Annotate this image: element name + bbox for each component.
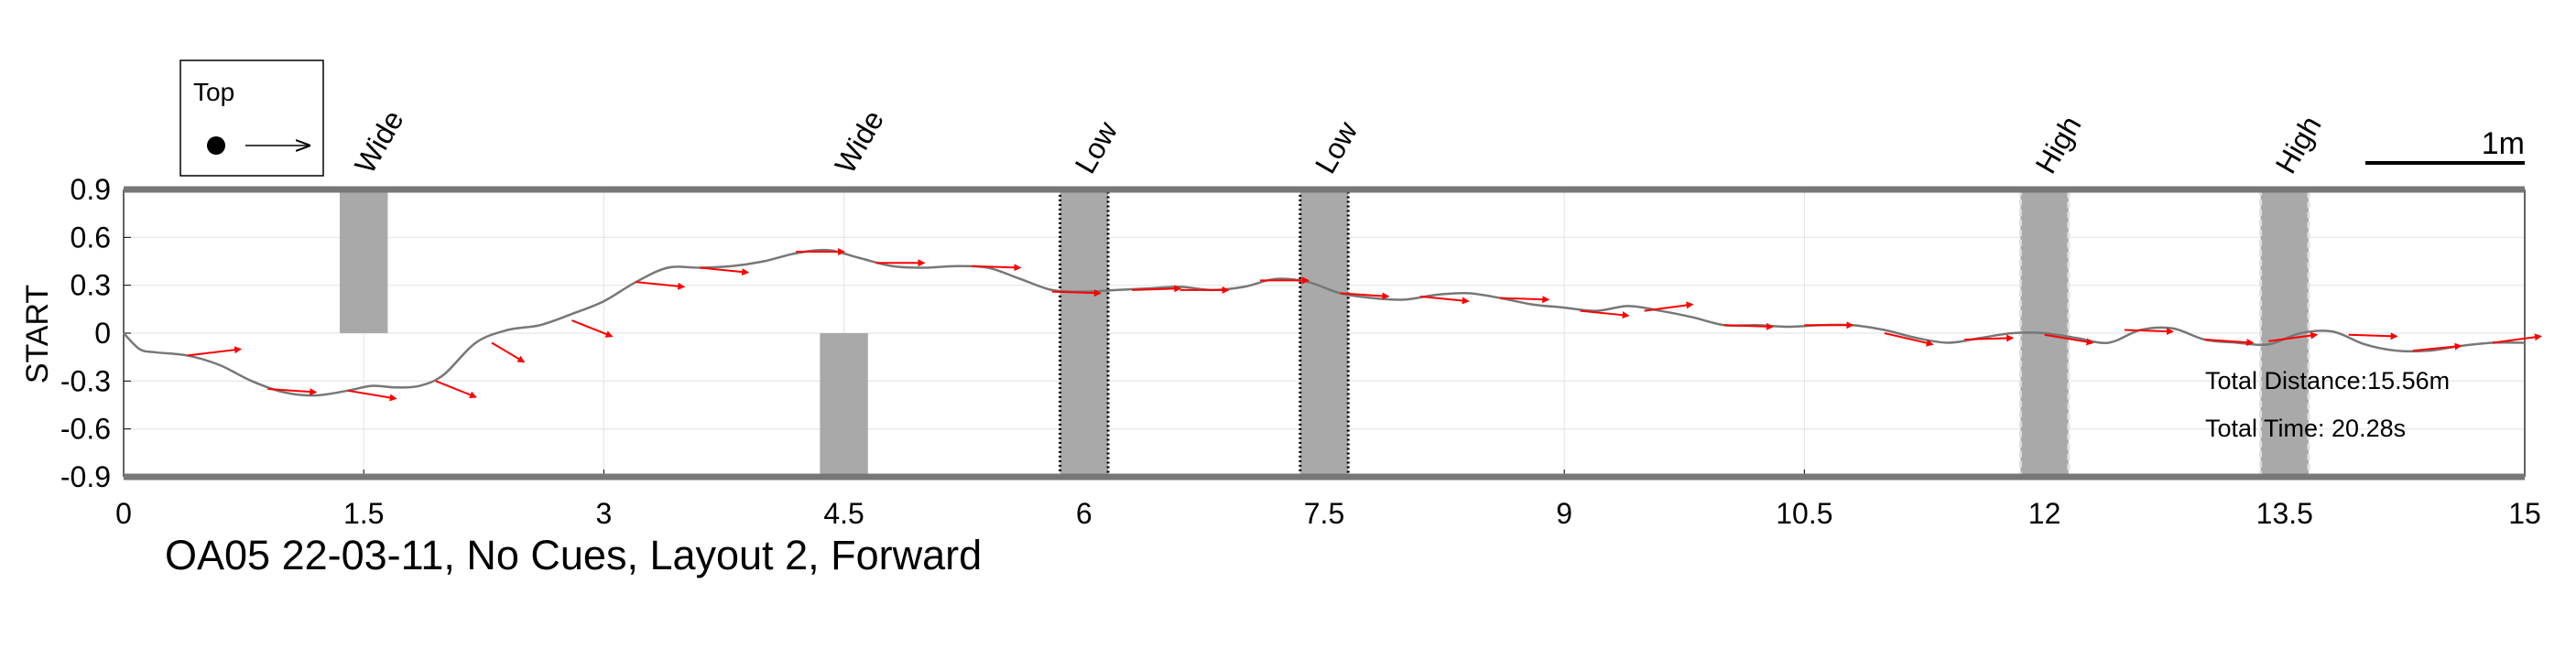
x-tick-label: 0 [115, 497, 132, 530]
corridor-borders [124, 186, 2525, 481]
y-tick-labels: 0.9 0.6 0.3 0 -0.3 -0.6 -0.9 [60, 173, 111, 493]
heading-arrow [2492, 333, 2542, 344]
total-time-annotation: Total Time: 20.28s [2205, 415, 2406, 442]
y-tick-label: -0.9 [60, 460, 111, 493]
x-tick-label: 15 [2508, 497, 2541, 530]
chart-title: OA05 22-03-11, No Cues, Layout 2, Forwar… [165, 532, 982, 578]
heading-arrow [1340, 292, 1390, 300]
x-tick-label: 12 [2028, 497, 2061, 530]
heading-arrow [435, 380, 477, 399]
heading-arrow [1419, 295, 1470, 305]
x-tick-label: 4.5 [823, 497, 864, 530]
heading-arrow-layer [187, 248, 2542, 402]
obstacle-layer [339, 188, 2310, 479]
heading-arrow [187, 346, 243, 357]
y-tick-label: -0.6 [60, 413, 111, 446]
heading-arrow [1580, 309, 1630, 319]
x-tick-label: 13.5 [2256, 497, 2313, 530]
heading-arrow [1884, 332, 1934, 347]
x-tick-labels: 0 1.5 3 4.5 6 7.5 9 10.5 12 13.5 15 [115, 497, 2541, 530]
heading-arrow [491, 341, 526, 363]
heading-arrow [2204, 338, 2255, 347]
trajectory-path [123, 248, 2526, 397]
obstacle-label: Low [1309, 115, 1364, 179]
heading-arrow [2268, 331, 2319, 342]
y-tick-label: -0.3 [60, 364, 111, 397]
obstacle-label: Wide [348, 104, 410, 178]
obstacle-label: Wide [828, 104, 890, 178]
obstacle-label: High [2028, 111, 2087, 179]
y-tick-label: 0.6 [71, 221, 111, 254]
heading-arrow [2124, 328, 2174, 336]
heading-arrow [571, 319, 614, 338]
path-layer [123, 248, 2526, 397]
obstacle-labels: Wide Wide Low Low High High [348, 104, 2328, 178]
heading-arrow [2348, 332, 2398, 340]
x-tick-label: 10.5 [1776, 497, 1832, 530]
x-tick-label: 3 [596, 497, 613, 530]
heading-arrow [1500, 296, 1550, 304]
obstacle-low [1299, 188, 1350, 479]
x-tick-label: 9 [1556, 497, 1572, 530]
heading-arrow [1644, 301, 1694, 312]
legend-position-dot [207, 136, 225, 155]
heading-arrow [1723, 322, 1774, 330]
heading-arrow [1132, 285, 1182, 293]
legend-title: Top [193, 78, 234, 106]
scale-bar: 1m [2365, 126, 2525, 165]
obstacle-label: High [2269, 111, 2328, 179]
total-distance-annotation: Total Distance:15.56m [2205, 367, 2450, 394]
heading-arrow [636, 281, 686, 290]
y-tick-label: 0.3 [71, 269, 111, 302]
heading-arrow [1964, 334, 2015, 342]
x-tick-label: 7.5 [1304, 497, 1344, 530]
x-tick-label: 6 [1076, 497, 1092, 530]
x-tick-label: 1.5 [343, 497, 384, 530]
obstacle-low [1059, 188, 1110, 479]
obstacle-label: Low [1069, 115, 1125, 179]
obstacle-wide [820, 333, 868, 477]
y-tick-label: 0 [94, 317, 111, 350]
heading-arrow [2412, 342, 2462, 352]
heading-arrow [267, 388, 318, 396]
heading-arrow [2044, 333, 2094, 346]
heading-arrow [700, 266, 750, 276]
legend: Top [179, 59, 324, 177]
scale-bar-label: 1m [2482, 126, 2525, 161]
heading-arrow [972, 264, 1022, 272]
y-axis-label: START [20, 285, 55, 383]
y-tick-label: 0.9 [71, 173, 111, 206]
obstacle-wide [339, 189, 388, 333]
heading-arrow [1051, 289, 1102, 297]
heading-arrow [347, 389, 397, 402]
legend-box [179, 59, 324, 177]
